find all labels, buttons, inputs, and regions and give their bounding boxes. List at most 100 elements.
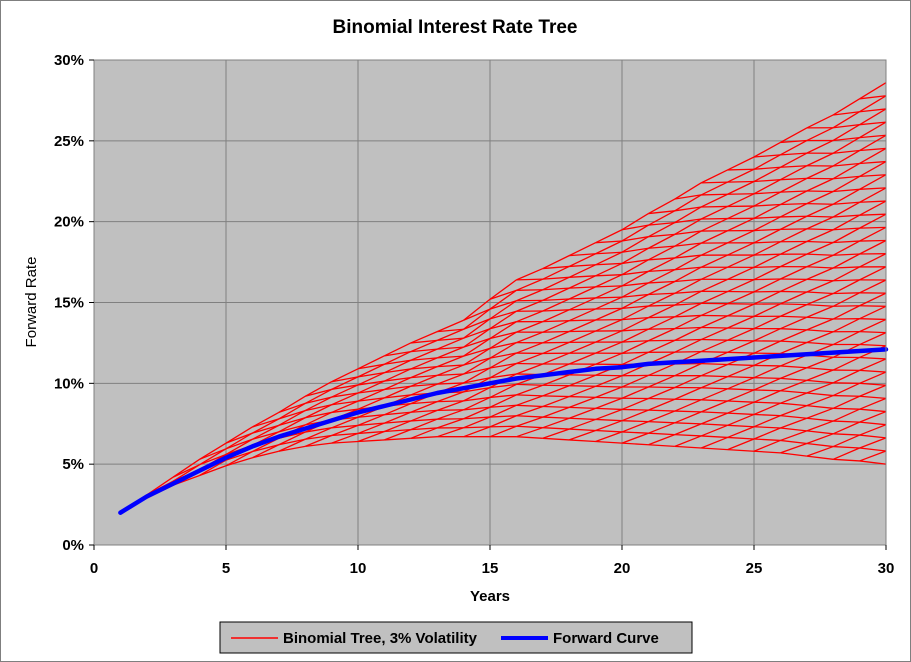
tree-branch-down <box>727 351 755 354</box>
x-tick-label: 0 <box>90 560 98 577</box>
tree-branch-up <box>489 404 517 418</box>
tree-branch-up <box>489 331 517 349</box>
tree-branch-up <box>832 434 860 448</box>
tree-branch-up <box>463 367 491 384</box>
tree-branch-up <box>806 190 834 205</box>
tree-branch-down <box>384 411 411 416</box>
tree-branch-down <box>516 415 543 418</box>
tree-branch-down <box>489 362 517 369</box>
tree-branch-up <box>489 362 517 379</box>
tree-branch-up <box>727 426 755 439</box>
tree-branch-up <box>674 375 702 389</box>
tree-branch-up <box>753 166 781 183</box>
tree-branch-up <box>648 245 676 261</box>
tree-branch-up <box>674 242 702 259</box>
tree-branch-up <box>542 385 570 397</box>
tree-branch-up <box>806 178 834 192</box>
tree-branch-up <box>384 368 412 382</box>
tree-branch-down <box>437 328 464 333</box>
tree-branch-up <box>753 377 781 391</box>
tree-branch-up <box>780 190 808 206</box>
tree-branch-down <box>833 433 860 436</box>
tree-branch-up <box>331 368 359 383</box>
tree-branch-up <box>806 318 834 331</box>
tree-branch-up <box>516 331 544 344</box>
tree-branch-up <box>727 340 755 353</box>
tree-branch-up <box>674 435 702 447</box>
tree-branch-up <box>648 269 676 284</box>
tree-branch-up <box>542 298 570 312</box>
tree-branch-down <box>225 450 253 461</box>
tree-branch-down <box>780 427 807 432</box>
tree-branch-up <box>727 193 755 208</box>
tree-branch-up <box>252 411 280 428</box>
tree-branch-up <box>542 320 570 333</box>
tree-branch-up <box>304 388 332 405</box>
tree-branch-up <box>832 149 860 167</box>
tree-branch-up <box>621 351 649 366</box>
tree-branch-up <box>648 398 676 411</box>
tree-branch-up <box>859 437 887 449</box>
tree-branch-up <box>700 242 728 256</box>
tree-branch-down <box>806 303 834 307</box>
tree-branch-down <box>833 149 860 154</box>
tree-branch-down <box>357 372 385 378</box>
tree-branch-up <box>384 377 412 391</box>
tree-branch-down <box>410 374 438 379</box>
x-tick-label: 10 <box>350 560 367 577</box>
tree-branch-up <box>568 275 596 289</box>
tree-branch-up <box>859 161 887 177</box>
tree-branch-down <box>225 432 253 444</box>
tree-branch-down <box>569 275 596 278</box>
tree-branch-up <box>806 305 834 318</box>
tree-branch-up <box>700 327 728 341</box>
tree-branch-down <box>674 302 702 306</box>
tree-branch-up <box>700 266 728 280</box>
tree-branch-down <box>833 227 860 231</box>
tree-branch-up <box>674 230 702 247</box>
tree-branch-up <box>436 364 464 376</box>
tree-branch-up <box>304 434 332 447</box>
tree-branch-up <box>357 414 385 426</box>
tree-branch-down <box>727 436 755 440</box>
tree-branch-down <box>806 417 834 422</box>
tree-branch-down <box>542 437 570 441</box>
tree-branch-down <box>648 386 675 389</box>
tree-branch-up <box>595 307 623 321</box>
tree-branch-up <box>331 400 359 414</box>
tree-branch-down <box>489 289 517 300</box>
tree-branch-up <box>463 308 491 330</box>
tree-branch-up <box>859 213 887 229</box>
tree-branch-down <box>595 285 623 288</box>
tree-branch-up <box>436 391 464 403</box>
tree-branch-down <box>753 377 781 380</box>
tree-branch-up <box>568 286 596 300</box>
tree-branch-up <box>595 408 623 421</box>
tree-branch-up <box>832 98 860 116</box>
tree-branch-up <box>727 315 755 329</box>
tree-branch-down <box>753 364 781 367</box>
tree-branch-up <box>832 111 860 129</box>
tree-branch-down <box>410 409 438 413</box>
tree-branch-down <box>859 460 887 465</box>
tree-branch-down <box>542 416 570 419</box>
y-tick-label: 25% <box>54 133 84 150</box>
tree-branch-up <box>859 147 887 165</box>
tree-branch-up <box>463 406 491 420</box>
tree-branch-up <box>859 134 887 152</box>
tree-branch-up <box>463 298 491 321</box>
tree-branch-up <box>621 213 649 231</box>
tree-branch-down <box>780 215 807 218</box>
tree-branch-down <box>569 253 596 257</box>
tree-branch-up <box>463 396 491 411</box>
tree-branch-down <box>621 270 649 276</box>
tree-branch-down <box>621 282 649 287</box>
tree-branch-down <box>833 136 860 142</box>
tree-branch-up <box>806 267 834 280</box>
tree-branch-down <box>701 447 728 451</box>
tree-branch-up <box>463 416 491 429</box>
tree-branch-down <box>252 444 279 453</box>
tree-branch-down <box>621 431 649 434</box>
tree-branch-down <box>780 303 807 306</box>
tree-branch-down <box>437 337 464 342</box>
